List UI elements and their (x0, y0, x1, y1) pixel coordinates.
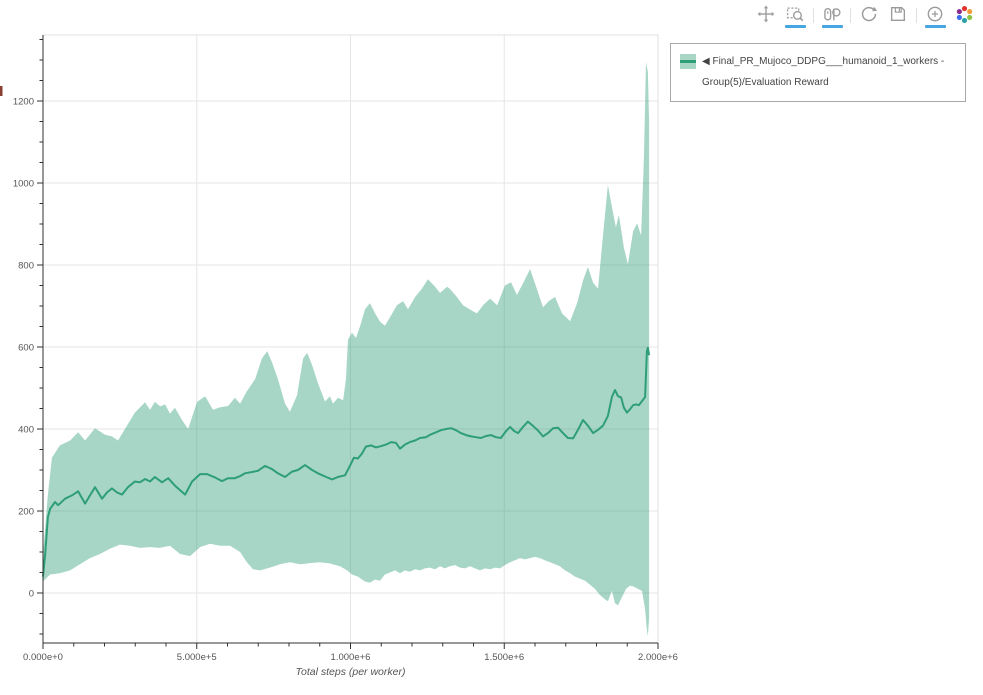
svg-text:1200: 1200 (13, 97, 34, 108)
crosshair-tool-button[interactable] (924, 5, 946, 28)
clipped-y-title-fragment (0, 86, 3, 96)
toolbar-separator (916, 8, 917, 23)
y-tick-labels: 0 200 400 600 800 1000 1200 (13, 97, 34, 600)
pan-icon (757, 5, 775, 23)
axis-ticks (37, 39, 659, 649)
save-icon (889, 5, 907, 23)
x-axis-title: Total steps (per worker) (296, 666, 406, 678)
mean-line (42, 346, 651, 577)
box-zoom-icon (786, 5, 804, 23)
toolbar-separator (813, 8, 814, 23)
save-tool-button[interactable] (887, 5, 909, 28)
bokeh-logo-icon (955, 5, 974, 24)
reset-tool-button[interactable] (858, 5, 880, 28)
legend: ◀ Final_PR_Mujoco_DDPG___humanoid_1_work… (670, 43, 966, 102)
wheel-zoom-icon (823, 5, 841, 23)
wheel-zoom-tool-button[interactable] (821, 5, 843, 28)
svg-text:1.500e+6: 1.500e+6 (484, 652, 524, 663)
svg-text:600: 600 (18, 342, 34, 353)
legend-swatch-line (680, 60, 696, 63)
toolbar-separator (850, 8, 851, 23)
crosshair-icon (926, 5, 944, 23)
svg-text:1.000e+6: 1.000e+6 (331, 652, 371, 663)
confidence-band (43, 62, 650, 637)
svg-text:0: 0 (29, 588, 34, 599)
bokeh-logo[interactable] (953, 5, 975, 29)
svg-text:1000: 1000 (13, 179, 34, 190)
svg-text:0.000e+0: 0.000e+0 (23, 652, 63, 663)
legend-label: ◀ Final_PR_Mujoco_DDPG___humanoid_1_work… (702, 56, 945, 88)
svg-text:400: 400 (18, 424, 34, 435)
svg-text:Total steps (per worker): Total steps (per worker) (296, 666, 406, 678)
svg-text:800: 800 (18, 260, 34, 271)
svg-text:200: 200 (18, 506, 34, 517)
x-tick-labels: 0.000e+0 5.000e+5 1.000e+6 1.500e+6 2.000e+6 (23, 652, 678, 663)
box-zoom-tool-button[interactable] (784, 5, 806, 28)
bokeh-toolbar (755, 5, 975, 29)
reset-icon (860, 5, 878, 23)
pan-tool-button[interactable] (755, 5, 777, 28)
svg-text:2.000e+6: 2.000e+6 (638, 652, 678, 663)
svg-text:5.000e+5: 5.000e+5 (177, 652, 217, 663)
legend-swatch (680, 54, 696, 69)
